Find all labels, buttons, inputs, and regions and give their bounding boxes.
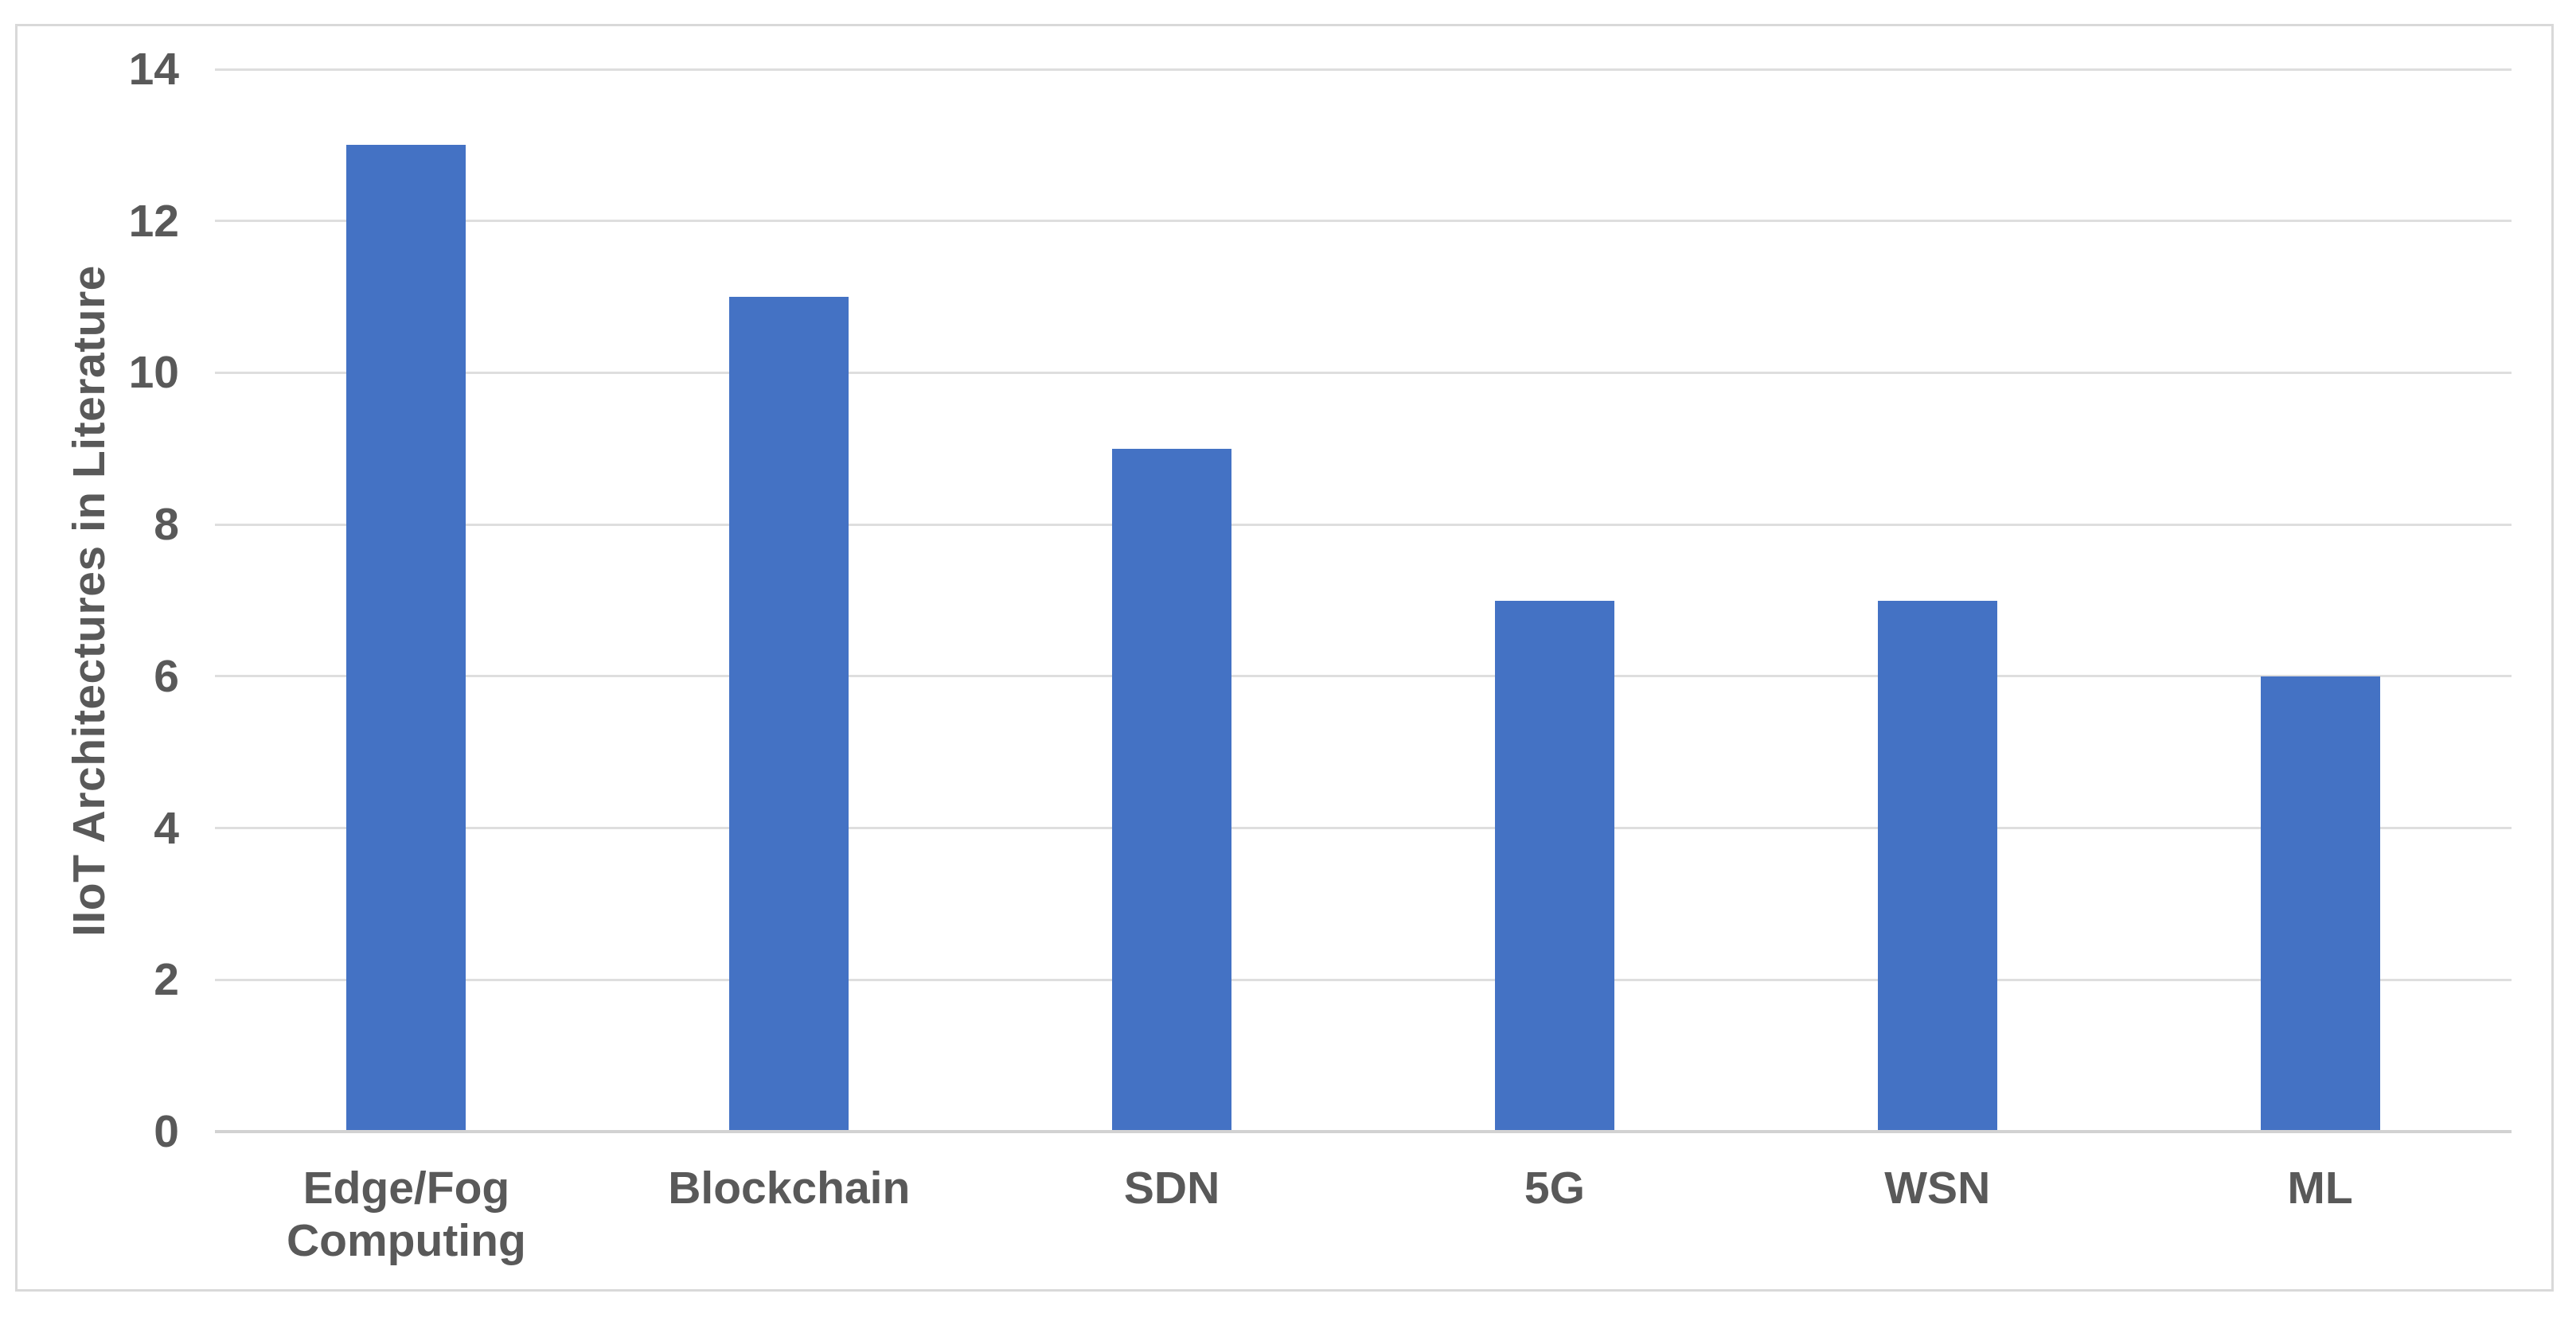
bar-edge-fog-computing [346, 145, 466, 1132]
y-tick-label-0: 0 [154, 1106, 179, 1157]
y-tick-label-6: 6 [154, 650, 179, 702]
bar-blockchain [729, 297, 849, 1132]
x-category-label-blockchain: Blockchain [668, 1163, 911, 1214]
gridline-14 [215, 68, 2512, 71]
gridline-8 [215, 523, 2512, 526]
y-tick-label-14: 14 [128, 44, 179, 95]
y-tick-label-10: 10 [128, 347, 179, 399]
bar-ml [2260, 676, 2380, 1132]
plot-area [215, 68, 2512, 1133]
gridline-6 [215, 675, 2512, 678]
bar-sdn [1112, 448, 1232, 1132]
gridline-12 [215, 220, 2512, 223]
x-category-label-wsn: WSN [1884, 1163, 1991, 1214]
x-category-label-5g: 5G [1524, 1163, 1585, 1214]
gridline-10 [215, 371, 2512, 374]
gridline-4 [215, 827, 2512, 830]
x-category-label-sdn: SDN [1123, 1163, 1220, 1214]
x-category-label-edge-fog-computing: Edge/Fog Computing [287, 1163, 526, 1267]
x-category-label-ml: ML [2287, 1163, 2353, 1214]
bar-wsn [1877, 600, 1997, 1132]
y-tick-label-8: 8 [154, 499, 179, 551]
y-tick-label-4: 4 [154, 802, 179, 854]
bar-5g [1494, 600, 1614, 1132]
gridline-2 [215, 978, 2512, 981]
x-axis-line [215, 1130, 2512, 1133]
y-tick-label-2: 2 [154, 954, 179, 1006]
y-tick-label-12: 12 [128, 195, 179, 247]
